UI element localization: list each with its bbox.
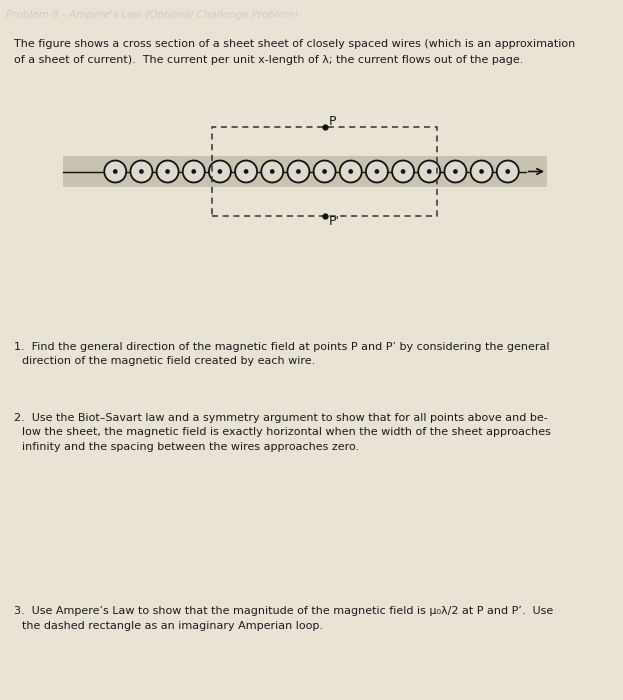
Circle shape [139, 169, 144, 174]
Circle shape [392, 160, 414, 183]
Circle shape [191, 169, 196, 174]
Text: The figure shows a cross section of a sheet sheet of closely spaced wires (which: The figure shows a cross section of a sh… [14, 38, 575, 49]
Circle shape [470, 160, 493, 183]
Circle shape [235, 160, 257, 183]
Circle shape [427, 169, 432, 174]
Circle shape [130, 160, 153, 183]
Circle shape [217, 169, 222, 174]
Circle shape [505, 169, 510, 174]
Circle shape [374, 169, 379, 174]
Text: direction of the magnetic field created by each wire.: direction of the magnetic field created … [22, 356, 315, 366]
Circle shape [244, 169, 249, 174]
Text: P': P' [328, 215, 340, 228]
Circle shape [113, 169, 118, 174]
Circle shape [296, 169, 301, 174]
Circle shape [104, 160, 126, 183]
Circle shape [183, 160, 205, 183]
Text: 2.  Use the Biot–Savart law and a symmetry argument to show that for all points : 2. Use the Biot–Savart law and a symmetr… [14, 413, 548, 423]
Circle shape [270, 169, 275, 174]
Text: low the sheet, the magnetic field is exactly horizontal when the width of the sh: low the sheet, the magnetic field is exa… [22, 428, 551, 438]
Circle shape [497, 160, 519, 183]
Circle shape [156, 160, 179, 183]
Circle shape [209, 160, 231, 183]
Text: P: P [328, 116, 336, 128]
Bar [212, 127, 437, 216]
Text: Problem 8 - Ampere's Law (Optional Challenge Problem): Problem 8 - Ampere's Law (Optional Chall… [6, 10, 299, 20]
Circle shape [165, 169, 170, 174]
Text: infinity and the spacing between the wires approaches zero.: infinity and the spacing between the wir… [22, 442, 359, 452]
Circle shape [418, 160, 440, 183]
Circle shape [287, 160, 310, 183]
Text: the dashed rectangle as an imaginary Amperian loop.: the dashed rectangle as an imaginary Amp… [22, 621, 323, 631]
Text: 3.  Use Ampere’s Law to show that the magnitude of the magnetic field is μ₀λ/2 a: 3. Use Ampere’s Law to show that the mag… [14, 606, 553, 617]
Circle shape [401, 169, 406, 174]
Circle shape [453, 169, 458, 174]
Circle shape [313, 160, 336, 183]
Circle shape [348, 169, 353, 174]
Text: of a sheet of current).  The current per unit x-length of λ; the current flows o: of a sheet of current). The current per … [14, 55, 523, 65]
Circle shape [340, 160, 362, 183]
Circle shape [322, 169, 327, 174]
Text: 1.  Find the general direction of the magnetic field at points P and P’ by consi: 1. Find the general direction of the mag… [14, 342, 549, 352]
Bar [63, 156, 547, 187]
Circle shape [366, 160, 388, 183]
Circle shape [479, 169, 484, 174]
Circle shape [444, 160, 467, 183]
Circle shape [261, 160, 283, 183]
